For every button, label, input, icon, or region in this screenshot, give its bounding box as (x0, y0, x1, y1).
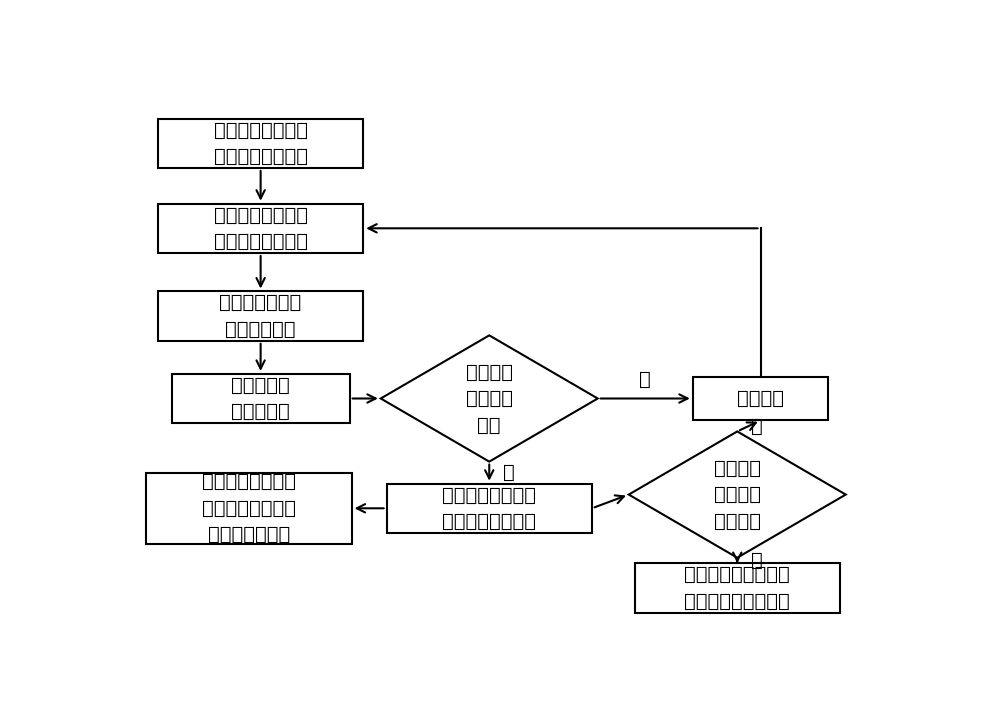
Text: 得出数值模
拟效果参数: 得出数值模 拟效果参数 (231, 376, 290, 421)
Text: 隐切后模型加载
应变进行拉伸: 隐切后模型加载 应变进行拉伸 (220, 293, 302, 339)
Text: 效果参数
是否达到
应用标准: 效果参数 是否达到 应用标准 (714, 458, 761, 530)
Text: 超快激光参数应用
于分子动力学模型: 超快激光参数应用 于分子动力学模型 (214, 205, 308, 251)
Text: 建立超快激光隐切晶
圆工艺与效果参数库: 建立超快激光隐切晶 圆工艺与效果参数库 (684, 565, 790, 610)
Text: 调整参数: 调整参数 (737, 389, 784, 408)
Bar (158, 204, 363, 253)
Text: 否: 否 (639, 369, 651, 389)
Bar (635, 563, 840, 612)
Bar (158, 118, 363, 168)
Bar (172, 374, 350, 424)
Text: 构建晶圆材料的分
子动力学隐切模型: 构建晶圆材料的分 子动力学隐切模型 (214, 120, 308, 166)
Bar (158, 292, 363, 341)
Text: 是: 是 (503, 463, 515, 482)
Polygon shape (381, 335, 598, 461)
Text: 是: 是 (751, 551, 763, 570)
Bar (146, 473, 352, 544)
Bar (387, 483, 592, 533)
Text: 否: 否 (751, 416, 763, 436)
Text: 将参数应用于超快
激光隐切晶圆实验: 将参数应用于超快 激光隐切晶圆实验 (442, 486, 536, 531)
Polygon shape (629, 431, 846, 558)
Text: 建立分子动力学超
快激光隐切模拟工
艺与效果参数库: 建立分子动力学超 快激光隐切模拟工 艺与效果参数库 (202, 472, 296, 544)
Text: 效果参数
是否达到
标准: 效果参数 是否达到 标准 (466, 362, 513, 434)
Bar (693, 376, 828, 421)
